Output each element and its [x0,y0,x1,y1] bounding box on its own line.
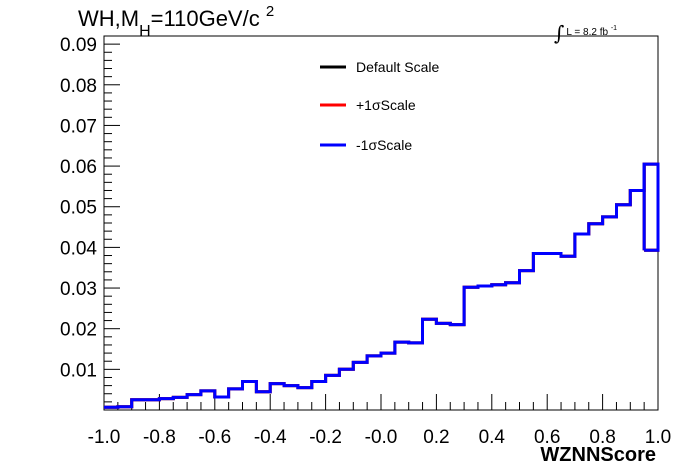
y-tick-label: 0.09 [60,35,97,56]
y-tick-label: 0.01 [60,360,97,381]
series-line-plus [104,162,660,409]
legend-label-default: Default Scale [356,59,439,75]
x-tick-label: 0.4 [479,427,506,448]
series-line-default [104,162,660,409]
title-mid: =110GeV/c [150,6,260,31]
title-subscript: H [139,23,151,40]
y-axis: 0.01 0.02 0.03 0.04 0.05 0.06 0.07 0.08 0.09 [60,35,120,403]
x-tick-label: -0.0 [365,427,398,448]
x-tick-label: 0.2 [423,427,449,448]
chart-title: WH,MH=110GeV/c 2 [78,3,275,40]
x-tick-label: -0.4 [254,427,287,448]
y-tick-label: 0.06 [60,157,97,178]
y-tick-label: 0.07 [60,116,97,137]
y-tick-label: 0.02 [60,320,97,341]
title-prefix: WH,M [78,6,140,31]
x-tick-label: 0.8 [589,427,615,448]
x-tick-label: 0.6 [534,427,560,448]
legend: Default Scale +1σScale -1σScale [320,59,439,153]
series-layer [104,162,660,409]
y-tick-label: 0.08 [60,76,97,97]
legend-label-plus: +1σScale [356,97,416,113]
series-line-minus [104,162,660,409]
x-axis-title: WZNNScore [540,444,656,466]
x-tick-label: 1.0 [645,427,671,448]
title-superscript: 2 [265,3,275,20]
x-tick-label: -1.0 [88,427,121,448]
luminosity-text: L = 8.2 fb [566,27,609,38]
luminosity-exponent: -1 [610,25,618,32]
x-tick-label: -0.6 [198,427,231,448]
legend-label-minus: -1σScale [356,137,412,153]
y-tick-label: 0.03 [60,279,97,300]
x-tick-label: -0.2 [309,427,342,448]
y-tick-label: 0.05 [60,198,97,219]
luminosity-label: ∫ L = 8.2 fb -1 [554,16,618,45]
integral-symbol: ∫ [554,21,565,45]
x-tick-label: -0.8 [143,427,176,448]
y-tick-label: 0.04 [60,238,97,259]
x-axis: -1.0 -0.8 -0.6 -0.4 -0.2 -0.0 0.2 0.4 0.6 0.8 1.0 [88,394,671,448]
